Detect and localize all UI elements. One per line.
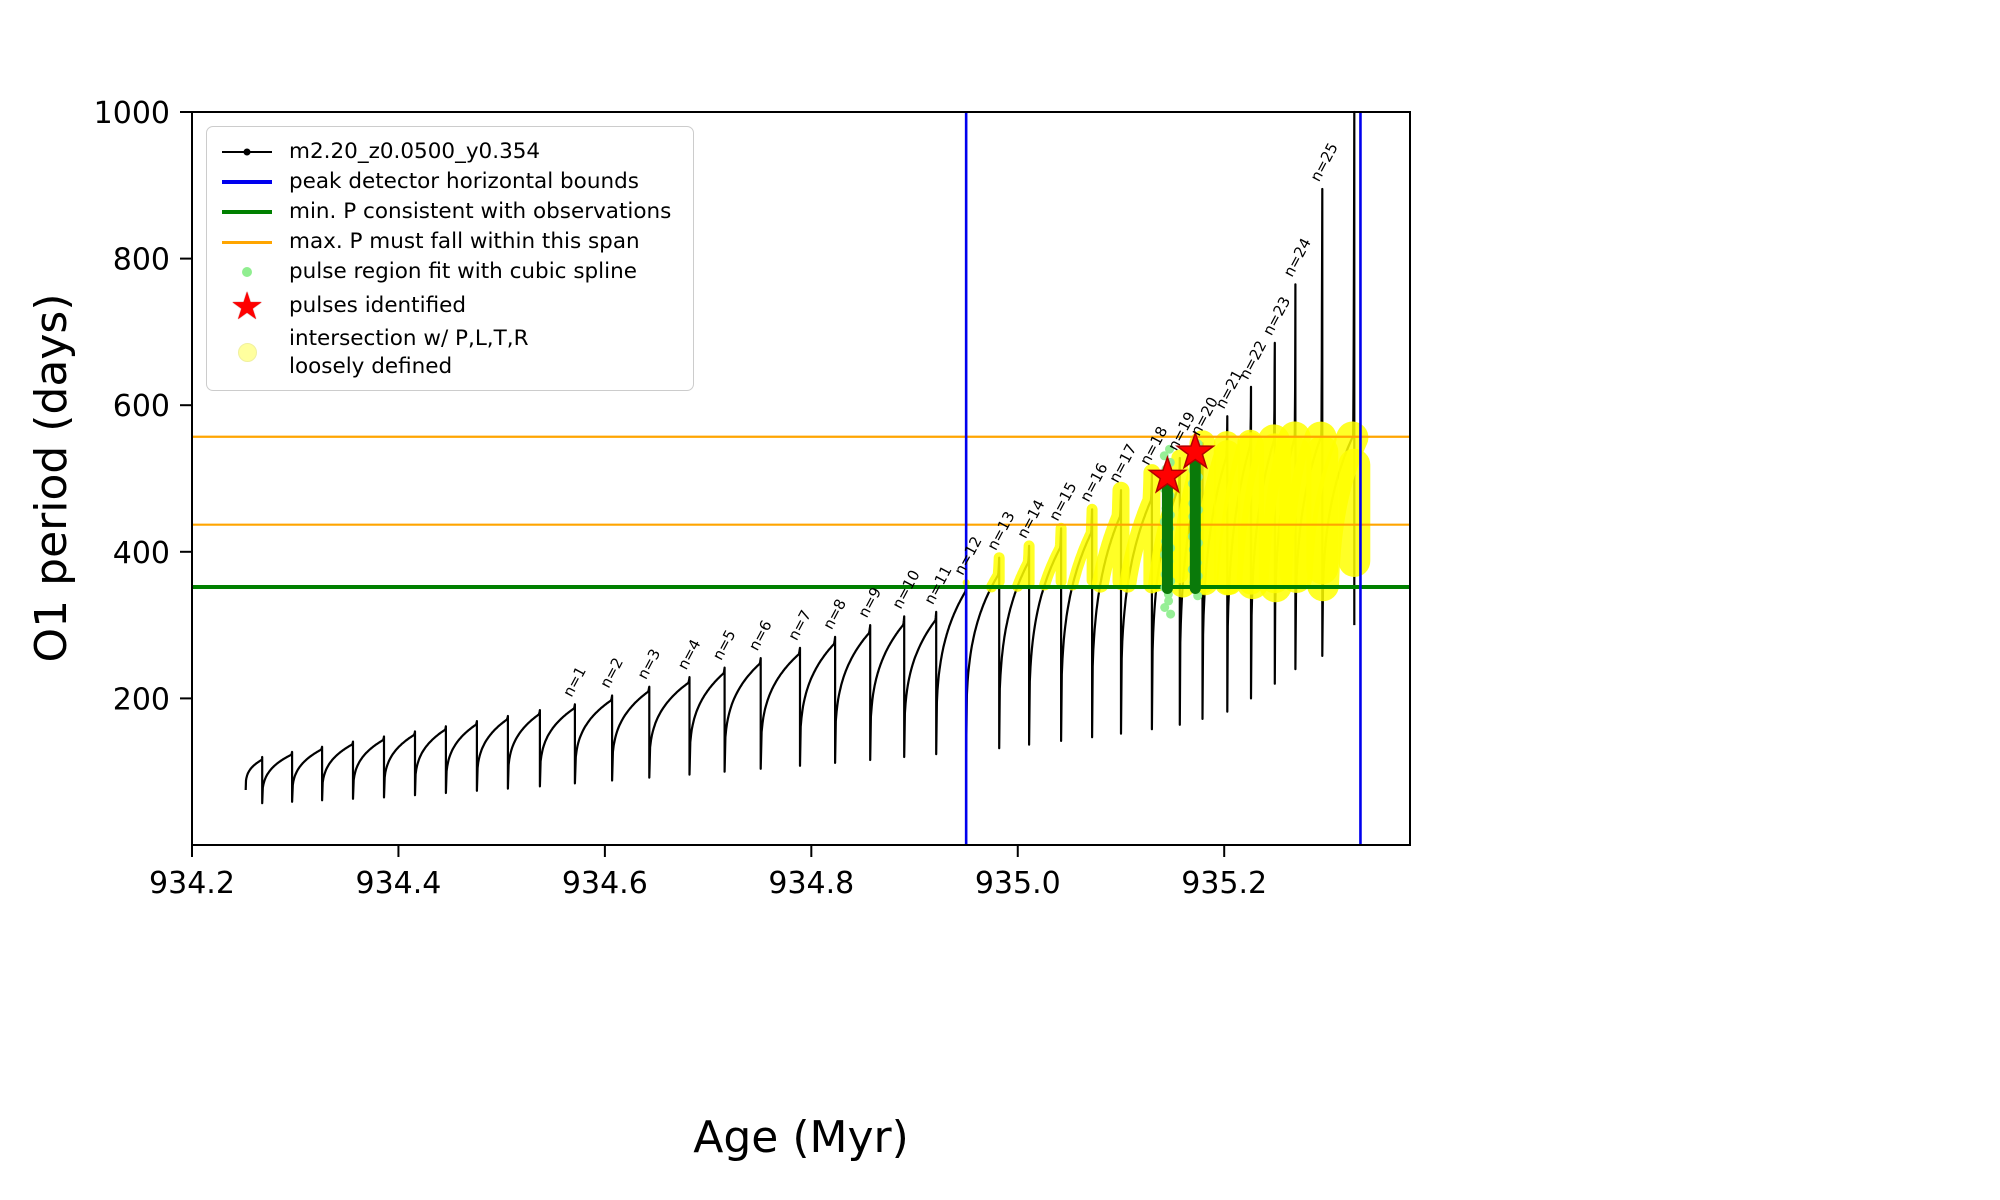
svg-text:n=6: n=6 [745,617,776,653]
svg-text:n=7: n=7 [784,607,815,643]
pulse-number-label: n=2 [596,655,627,691]
intersection-band [1067,503,1098,591]
legend-label-spline: pulse region fit with cubic spline [289,259,637,285]
intersection-band [986,552,1005,593]
spline-dot [1164,596,1174,606]
svg-text:n=14: n=14 [1013,497,1048,542]
axes-frame [191,111,1411,846]
legend-item-spline: pulse region fit with cubic spline [219,257,671,287]
intersection-band [1039,522,1067,591]
legend-item-min-p: min. P consistent with observations [219,197,671,227]
pulse-number-label: n=23 [1259,294,1294,339]
pulse-number-label: n=25 [1307,140,1342,185]
spline-dot [1160,603,1170,612]
intersection-band [1091,481,1130,593]
x-tick-label: 934.6 [562,866,648,901]
y-tick-label: 1000 [94,96,170,131]
x-axis-title: Age (Myr) [693,1112,909,1163]
pulse-number-label: n=1 [559,663,590,699]
pulse-number-label: n=7 [784,607,815,643]
pulse-number-label: n=14 [1013,497,1048,542]
pulse-number-label: n=5 [709,627,740,663]
pulse-number-label: n=12 [950,533,985,578]
svg-text:n=10: n=10 [888,567,923,612]
legend-label-max-p: max. P must fall within this span [289,229,640,255]
pulse-number-label: n=16 [1076,460,1111,505]
y-tick-label: 800 [113,243,170,278]
y-tick-label: 600 [113,389,170,424]
legend-label-peak-bounds: peak detector horizontal bounds [289,169,639,195]
svg-text:n=16: n=16 [1076,460,1111,505]
x-tick-label: 935.0 [975,866,1061,901]
svg-text:n=2: n=2 [596,655,627,691]
red-star-icon [219,287,275,325]
x-tick-label: 934.2 [149,866,235,901]
pulse-number-label: n=17 [1105,441,1140,486]
svg-text:n=15: n=15 [1045,479,1080,524]
svg-text:n=5: n=5 [709,627,740,663]
legend-item-pulses: pulses identified [219,287,671,325]
pulse-number-label: n=22 [1235,338,1270,383]
legend-item-max-p: max. P must fall within this span [219,227,671,257]
legend-item-series: m2.20_z0.0500_y0.354 [219,137,671,167]
lightgreen-dot-icon [219,267,275,277]
svg-text:n=3: n=3 [634,646,665,682]
series-line-marker-icon [219,148,275,156]
svg-text:n=9: n=9 [854,584,885,620]
svg-text:n=4: n=4 [674,636,705,672]
orange-line-icon [219,240,275,244]
x-tick-label: 934.4 [355,866,441,901]
svg-text:n=22: n=22 [1235,338,1270,383]
svg-text:n=24: n=24 [1280,235,1315,280]
legend-item-peak-bounds: peak detector horizontal bounds [219,167,671,197]
pulse-number-label: n=24 [1280,235,1315,280]
svg-text:n=17: n=17 [1105,441,1140,486]
pulse-number-label: n=4 [674,636,705,672]
intersection-band [1012,540,1035,592]
y-tick-label: 200 [113,682,170,717]
legend-label-series: m2.20_z0.0500_y0.354 [289,139,541,165]
legend: m2.20_z0.0500_y0.354 peak detector horiz… [206,126,695,392]
pulse-star [1174,430,1216,470]
legend-label-intersection: intersection w/ P,L,T,R loosely defined [289,326,529,379]
pulse-number-label: n=6 [745,617,776,653]
y-tick-label: 400 [113,536,170,571]
series-curve [244,110,1356,805]
pulse-number-label: n=9 [854,584,885,620]
pulse-number-label: n=10 [888,567,923,612]
svg-text:n=12: n=12 [950,533,985,578]
svg-text:n=23: n=23 [1259,294,1294,339]
pulse-number-label: n=15 [1045,479,1080,524]
y-axis-title: O1 period (days) [26,294,77,663]
spline-dot [1165,444,1174,454]
pulse-star [1147,454,1188,494]
svg-text:n=8: n=8 [819,596,850,632]
pulse-number-label: n=8 [819,596,850,632]
x-tick-label: 934.8 [768,866,854,901]
x-tick-label: 935.2 [1181,866,1267,901]
legend-label-pulses: pulses identified [289,293,467,319]
yellow-dot-icon [219,343,275,363]
pulse-number-label: n=3 [634,646,665,682]
blue-line-icon [219,180,275,184]
svg-text:n=1: n=1 [559,663,590,699]
spline-dot [1166,609,1176,619]
legend-label-min-p: min. P consistent with observations [289,199,672,225]
svg-text:n=25: n=25 [1307,140,1342,185]
intersection-band [1119,464,1161,594]
green-line-icon [219,210,275,214]
legend-item-intersection: intersection w/ P,L,T,R loosely defined [219,325,671,380]
